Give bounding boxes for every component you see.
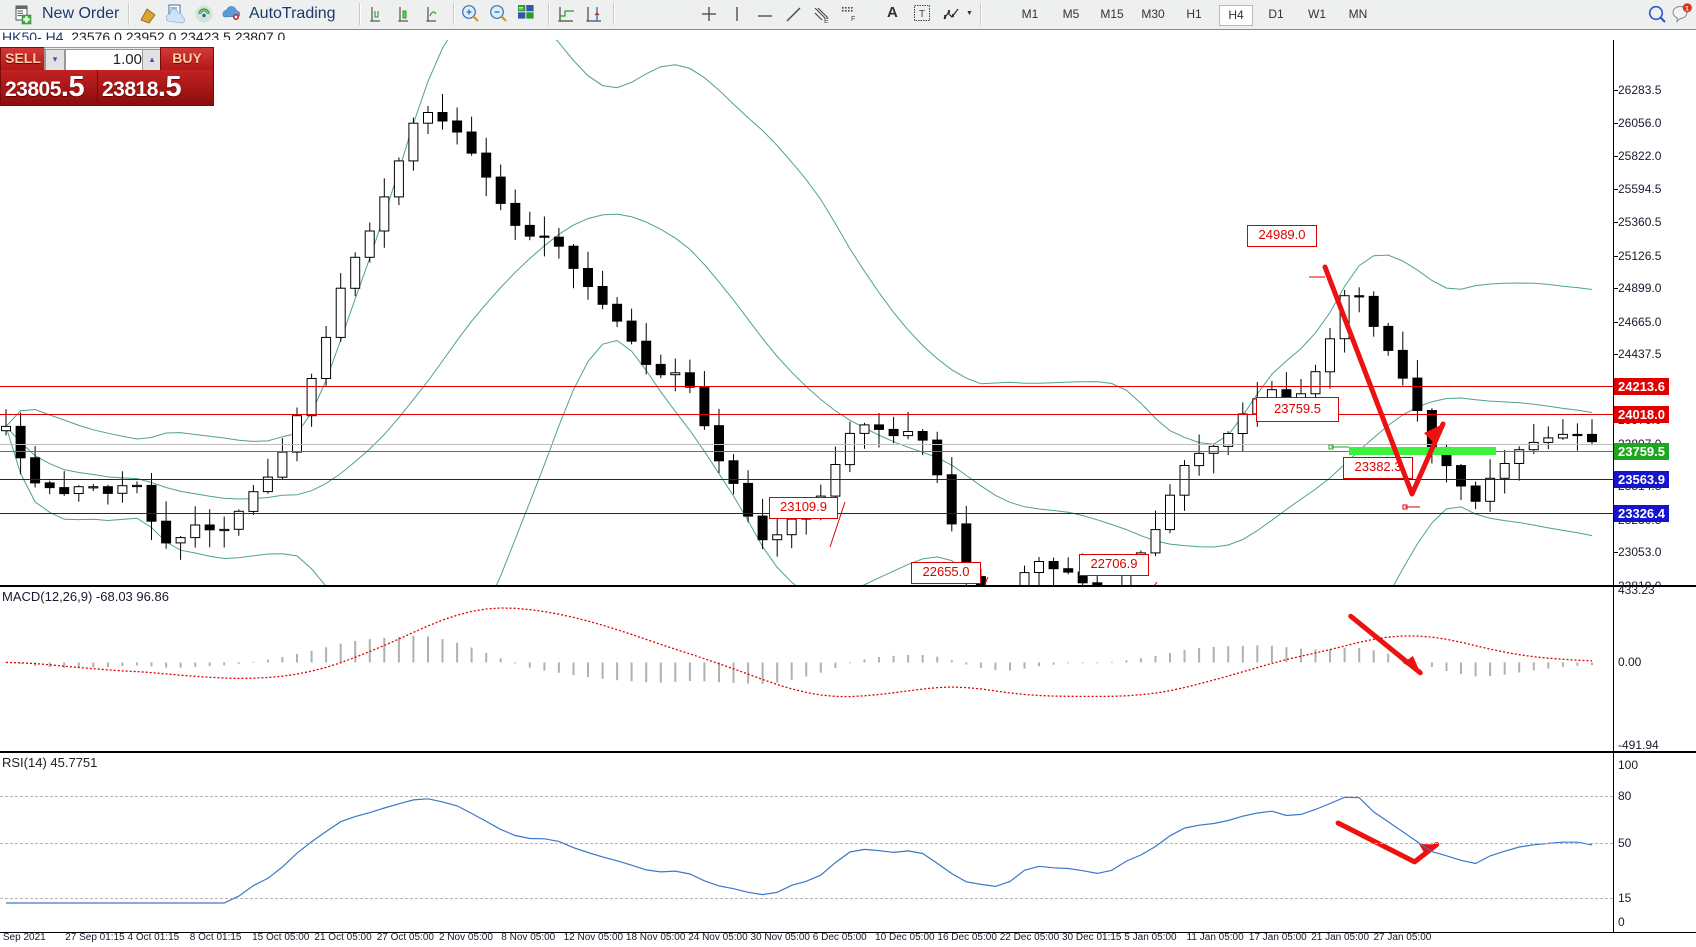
svg-text:F: F bbox=[851, 16, 855, 23]
svg-text:E: E bbox=[824, 18, 829, 25]
svg-text:T: T bbox=[919, 9, 925, 20]
svg-text:1: 1 bbox=[1685, 6, 1689, 13]
